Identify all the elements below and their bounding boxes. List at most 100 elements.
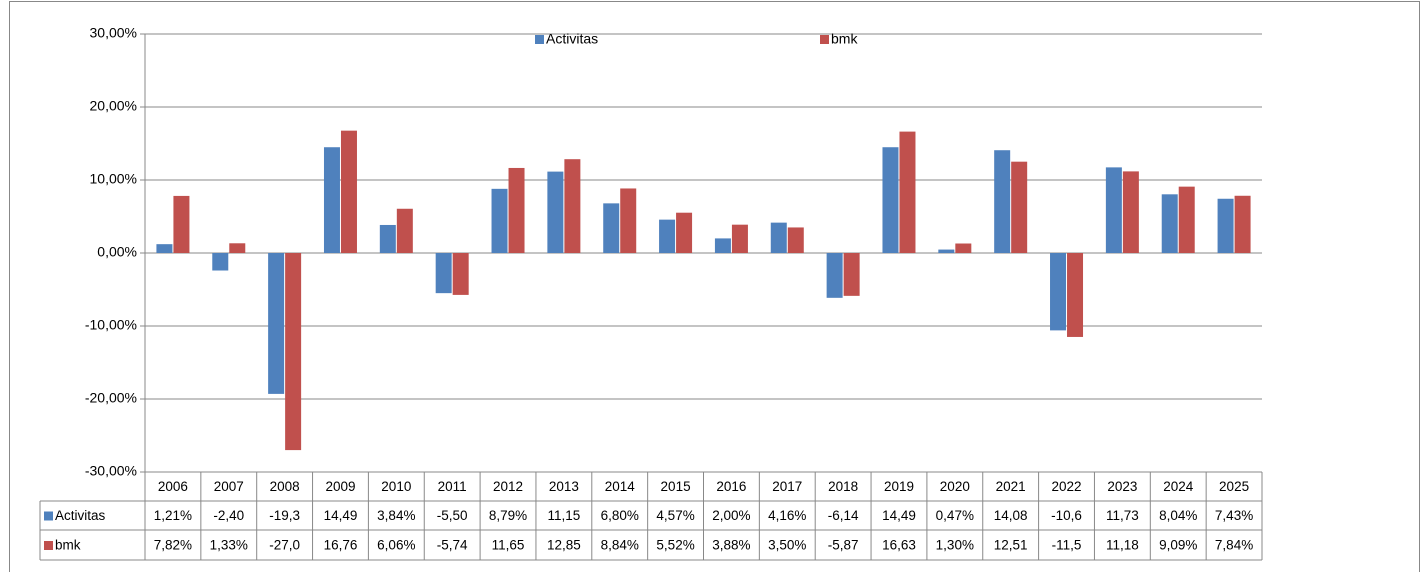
legend-label: bmk (831, 31, 858, 47)
table-value: 14,49 (324, 508, 358, 523)
x-tick-label: 2018 (828, 479, 858, 494)
x-tick-label: 2010 (381, 479, 411, 494)
x-tick-label: 2013 (549, 479, 579, 494)
bar (1105, 167, 1122, 253)
y-tick-label: -10,00% (85, 317, 137, 333)
table-value: 6,06% (377, 538, 415, 553)
table-value: 7,82% (154, 538, 192, 553)
bar (1178, 186, 1195, 253)
table-value: 5,52% (656, 538, 694, 553)
table-value: -5,50 (437, 508, 468, 523)
y-tick-label: 0,00% (97, 244, 137, 260)
bar (452, 253, 469, 295)
table-value: 7,84% (1215, 538, 1253, 553)
chart-border (9, 1, 1420, 577)
table-value: 8,84% (601, 538, 639, 553)
table-value: 7,43% (1215, 508, 1253, 523)
bar (396, 208, 413, 253)
bar (285, 253, 302, 451)
table-value: 14,49 (882, 508, 916, 523)
legend-key (820, 35, 829, 44)
table-value: -6,14 (828, 508, 859, 523)
table-value: 9,09% (1159, 538, 1197, 553)
table-value: 0,47% (936, 508, 974, 523)
table-value: 12,85 (547, 538, 581, 553)
legend-key (535, 35, 544, 44)
table-value: 3,50% (768, 538, 806, 553)
table-value: 4,16% (768, 508, 806, 523)
x-tick-label: 2023 (1107, 479, 1137, 494)
bar (882, 147, 899, 253)
x-tick-label: 2009 (325, 479, 355, 494)
x-tick-label: 2019 (884, 479, 914, 494)
x-tick-label: 2007 (214, 479, 244, 494)
bar (843, 253, 860, 296)
bar (826, 253, 843, 298)
x-tick-label: 2016 (716, 479, 746, 494)
table-value: -11,5 (1052, 538, 1082, 553)
bar (714, 238, 731, 253)
x-tick-label: 2017 (772, 479, 802, 494)
table-value: -19,3 (269, 508, 300, 523)
bar (156, 244, 173, 253)
x-tick-label: 2008 (270, 479, 300, 494)
y-tick-label: 10,00% (90, 171, 137, 187)
x-tick-label: 2025 (1219, 479, 1249, 494)
bar (955, 243, 972, 253)
series-label: Activitas (55, 508, 106, 523)
x-tick-label: 2006 (158, 479, 188, 494)
x-tick-label: 2022 (1052, 479, 1082, 494)
legend-label: Activitas (546, 31, 598, 47)
x-tick-label: 2015 (661, 479, 691, 494)
bar (379, 224, 396, 253)
table-value: 1,21% (154, 508, 192, 523)
bar (1122, 171, 1139, 253)
bar (491, 188, 508, 253)
x-tick-label: 2011 (438, 479, 467, 494)
y-tick-label: -30,00% (85, 463, 137, 479)
bar (1234, 195, 1251, 253)
bar (229, 243, 246, 253)
bar (508, 167, 525, 253)
table-value: 8,79% (489, 508, 527, 523)
y-tick-label: -20,00% (85, 390, 137, 406)
table-value: -5,74 (437, 538, 468, 553)
bar (173, 195, 190, 253)
table-value: 16,63 (882, 538, 916, 553)
y-tick-label: 20,00% (90, 98, 137, 114)
x-tick-label: 2012 (493, 479, 523, 494)
bar (212, 253, 229, 271)
bar (620, 188, 637, 253)
table-value: -5,87 (828, 538, 859, 553)
bar (547, 171, 564, 253)
bar (1011, 161, 1028, 253)
series-label: bmk (55, 538, 81, 553)
table-value: 16,76 (324, 538, 358, 553)
legend-key (44, 511, 53, 521)
table-value: 12,51 (994, 538, 1028, 553)
bar (731, 224, 748, 253)
table-value: 6,80% (601, 508, 639, 523)
table-value: 3,88% (712, 538, 750, 553)
table-value: 1,30% (936, 538, 974, 553)
table-value: 8,04% (1159, 508, 1197, 523)
table-value: 2,00% (712, 508, 750, 523)
table-value: -27,0 (269, 538, 300, 553)
table-value: 11,18 (1106, 538, 1139, 553)
table-value: 1,33% (210, 538, 248, 553)
bar (899, 131, 916, 253)
bar (659, 219, 676, 253)
table-value: 11,73 (1106, 508, 1139, 523)
x-tick-label: 2021 (996, 479, 1026, 494)
bar (994, 150, 1011, 253)
table-value: -2,40 (213, 508, 244, 523)
bar (938, 249, 955, 253)
bar (787, 227, 804, 253)
bar (268, 253, 285, 394)
bar (1161, 194, 1178, 253)
bar (1217, 198, 1234, 253)
table-value: 14,08 (994, 508, 1028, 523)
bar (435, 253, 452, 294)
table-value: 3,84% (377, 508, 415, 523)
